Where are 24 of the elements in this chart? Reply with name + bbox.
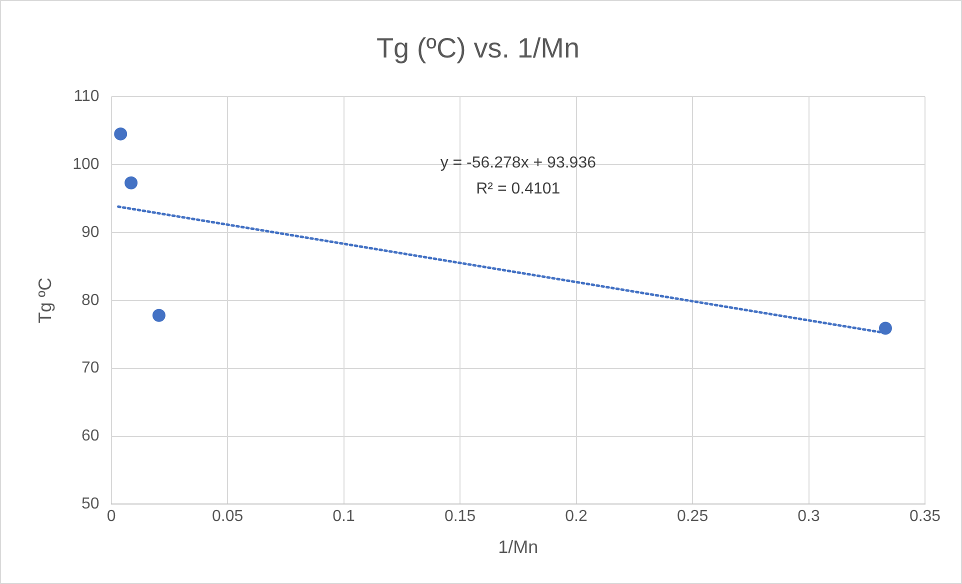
y-tick-label: 70 bbox=[82, 360, 100, 377]
y-tick-label: 90 bbox=[82, 224, 100, 241]
x-tick-label: 0.35 bbox=[909, 508, 941, 526]
y-tick-label: 50 bbox=[82, 496, 100, 513]
x-tick-label: 0.05 bbox=[212, 508, 244, 526]
point bbox=[878, 322, 892, 335]
y-axis-title: Tg ºC bbox=[34, 278, 55, 324]
x-tick-label: 0.1 bbox=[332, 508, 355, 526]
x-tick-label: 0.2 bbox=[565, 508, 588, 526]
point bbox=[124, 176, 138, 190]
annotation: R² = 0.4101 bbox=[476, 180, 560, 198]
x-tick-label: 0.15 bbox=[444, 508, 476, 526]
point bbox=[114, 127, 128, 140]
y-tick-label: 60 bbox=[82, 428, 100, 445]
y-tick-label: 100 bbox=[72, 156, 100, 173]
chart-title: Tg (ºC) vs. 1/Mn bbox=[376, 32, 580, 64]
point bbox=[152, 308, 166, 322]
x-tick-label: 0.3 bbox=[798, 508, 820, 526]
x-tick-label: 0.25 bbox=[676, 508, 708, 526]
x-axis-title: 1/Mn bbox=[498, 537, 538, 558]
annotation: y = -56.278x + 93.936 bbox=[440, 154, 596, 172]
x-tick-label: 0 bbox=[106, 508, 116, 526]
y-tick-label: 80 bbox=[82, 292, 100, 309]
y-tick-label: 110 bbox=[74, 88, 100, 106]
